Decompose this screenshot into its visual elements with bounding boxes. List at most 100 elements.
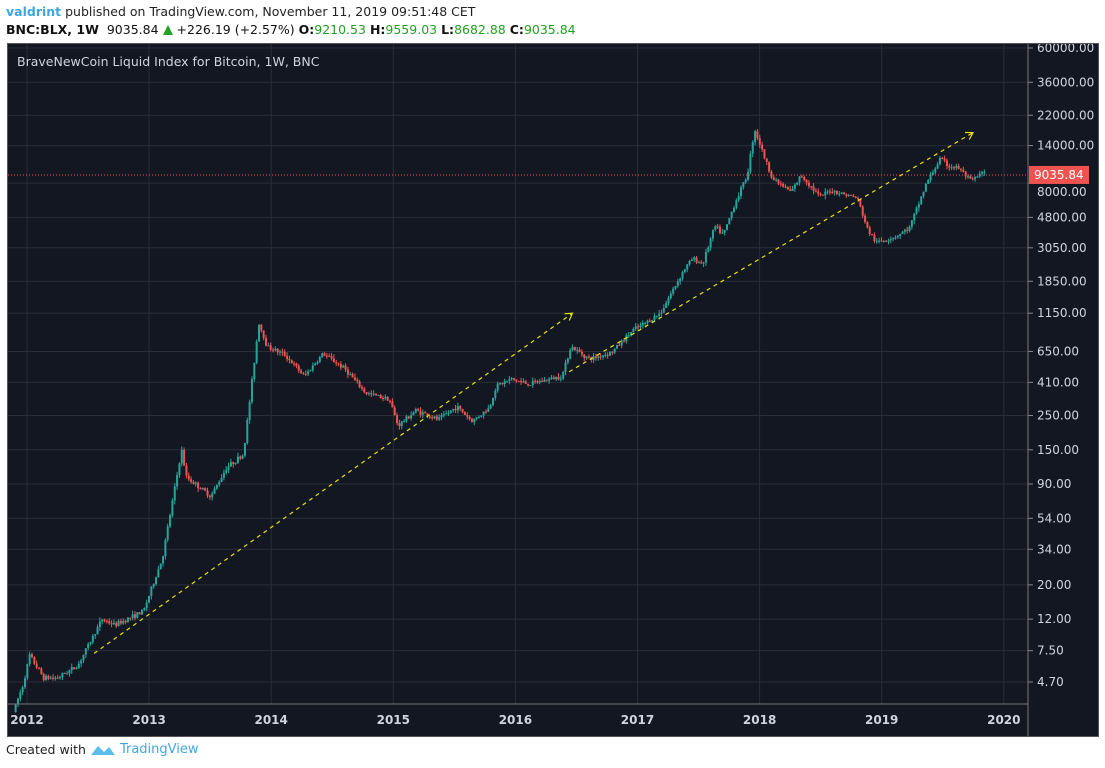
y-tick-label: 410.00 bbox=[1037, 375, 1079, 389]
candle-body bbox=[185, 465, 188, 476]
candle-body bbox=[529, 385, 532, 387]
candle-body bbox=[758, 137, 761, 145]
candle-body bbox=[599, 356, 602, 358]
candle-body bbox=[16, 698, 19, 705]
candle-body bbox=[47, 675, 50, 679]
candle-body bbox=[669, 293, 672, 299]
ohlc-legend: BNC:BLX, 1W 9035.84 +226.19 (+2.57%) O:9… bbox=[6, 22, 576, 37]
candle-body bbox=[40, 668, 43, 675]
price-chart[interactable]: 60000.00 36000.00 22000.00 14000.00 8000.00 4… bbox=[8, 44, 1098, 736]
candle-body bbox=[454, 408, 457, 411]
candle-body bbox=[957, 166, 960, 169]
candle-body bbox=[920, 196, 923, 205]
candle-body bbox=[215, 484, 218, 489]
candle-body bbox=[220, 477, 223, 483]
candle-body bbox=[183, 449, 186, 466]
candle-body bbox=[302, 373, 305, 375]
candle-body bbox=[672, 288, 675, 294]
candle-body bbox=[236, 456, 239, 463]
candle-body bbox=[281, 351, 284, 353]
candle-body bbox=[356, 379, 359, 382]
y-tick-label: 90.00 bbox=[1037, 477, 1071, 491]
candle-body bbox=[379, 395, 382, 399]
candle-body bbox=[367, 393, 370, 395]
x-tick-label: 2013 bbox=[132, 713, 165, 727]
candle-body bbox=[885, 240, 888, 242]
candle-body bbox=[878, 240, 881, 242]
candle-body bbox=[66, 673, 69, 675]
candle-body bbox=[311, 365, 314, 371]
candle-body bbox=[477, 416, 480, 418]
candle-body bbox=[845, 194, 848, 196]
tradingview-logo-icon bbox=[90, 745, 115, 755]
author-link[interactable]: valdrint bbox=[6, 4, 62, 19]
candle-body bbox=[693, 257, 696, 260]
candle-body bbox=[496, 383, 499, 391]
candle-body bbox=[974, 177, 977, 180]
candle-body bbox=[63, 672, 66, 674]
candle-body bbox=[491, 398, 494, 405]
candle-body bbox=[304, 373, 307, 375]
candle-body bbox=[103, 619, 106, 621]
candle-body bbox=[101, 619, 104, 622]
candle-body bbox=[138, 612, 141, 615]
candle-body bbox=[616, 345, 619, 349]
chart-panel[interactable]: 60000.00 36000.00 22000.00 14000.00 8000.00 4… bbox=[7, 43, 1099, 737]
candle-body bbox=[232, 462, 235, 464]
candle-body bbox=[201, 488, 204, 490]
candle-body bbox=[901, 231, 904, 234]
up-triangle-icon bbox=[162, 25, 173, 35]
trendline bbox=[93, 312, 573, 654]
candle-body bbox=[468, 416, 471, 419]
candle-body bbox=[527, 383, 530, 386]
candle-body bbox=[126, 617, 129, 623]
candle-body bbox=[33, 656, 36, 664]
candle-body bbox=[704, 251, 707, 263]
candle-body bbox=[155, 577, 158, 585]
candle-body bbox=[173, 486, 176, 501]
candle-body bbox=[852, 195, 855, 197]
candle-body bbox=[943, 158, 946, 161]
candle-body bbox=[620, 340, 623, 346]
candle-body bbox=[426, 413, 429, 417]
candle-body bbox=[772, 177, 775, 180]
candle-body bbox=[396, 415, 399, 424]
candle-body bbox=[363, 388, 366, 393]
candle-body bbox=[812, 186, 815, 191]
candle-body bbox=[164, 539, 167, 557]
candle-body bbox=[962, 169, 965, 172]
candle-body bbox=[894, 237, 897, 239]
price-change: +226.19 (+2.57%) bbox=[176, 22, 295, 37]
candle-body bbox=[180, 449, 183, 464]
candle-body bbox=[494, 390, 497, 399]
candle-body bbox=[842, 192, 845, 195]
candle-body bbox=[442, 413, 445, 416]
candle-body bbox=[676, 281, 679, 286]
candle-body bbox=[639, 325, 642, 328]
candle-body bbox=[632, 328, 635, 333]
candle-body bbox=[403, 421, 406, 423]
candle-body bbox=[419, 410, 422, 415]
candle-body bbox=[108, 621, 111, 624]
candle-body bbox=[913, 213, 916, 221]
candle-body bbox=[714, 226, 717, 230]
candle-body bbox=[330, 356, 333, 359]
candle-body bbox=[814, 190, 817, 192]
candle-body bbox=[952, 167, 955, 169]
candle-body bbox=[725, 224, 728, 230]
tradingview-link[interactable]: TradingView bbox=[119, 742, 199, 757]
candle-body bbox=[435, 416, 438, 420]
candle-body bbox=[662, 307, 665, 313]
candle-body bbox=[562, 371, 565, 379]
candle-body bbox=[667, 298, 670, 303]
candle-body bbox=[84, 648, 87, 655]
candle-body bbox=[517, 381, 520, 383]
candle-body bbox=[522, 381, 525, 383]
candle-body bbox=[681, 272, 684, 279]
candle-body bbox=[417, 409, 420, 411]
y-tick-label: 60000.00 bbox=[1037, 44, 1094, 55]
candle-body bbox=[824, 191, 827, 196]
candle-body bbox=[424, 412, 427, 414]
candle-body bbox=[461, 409, 464, 413]
candle-body bbox=[873, 235, 876, 242]
